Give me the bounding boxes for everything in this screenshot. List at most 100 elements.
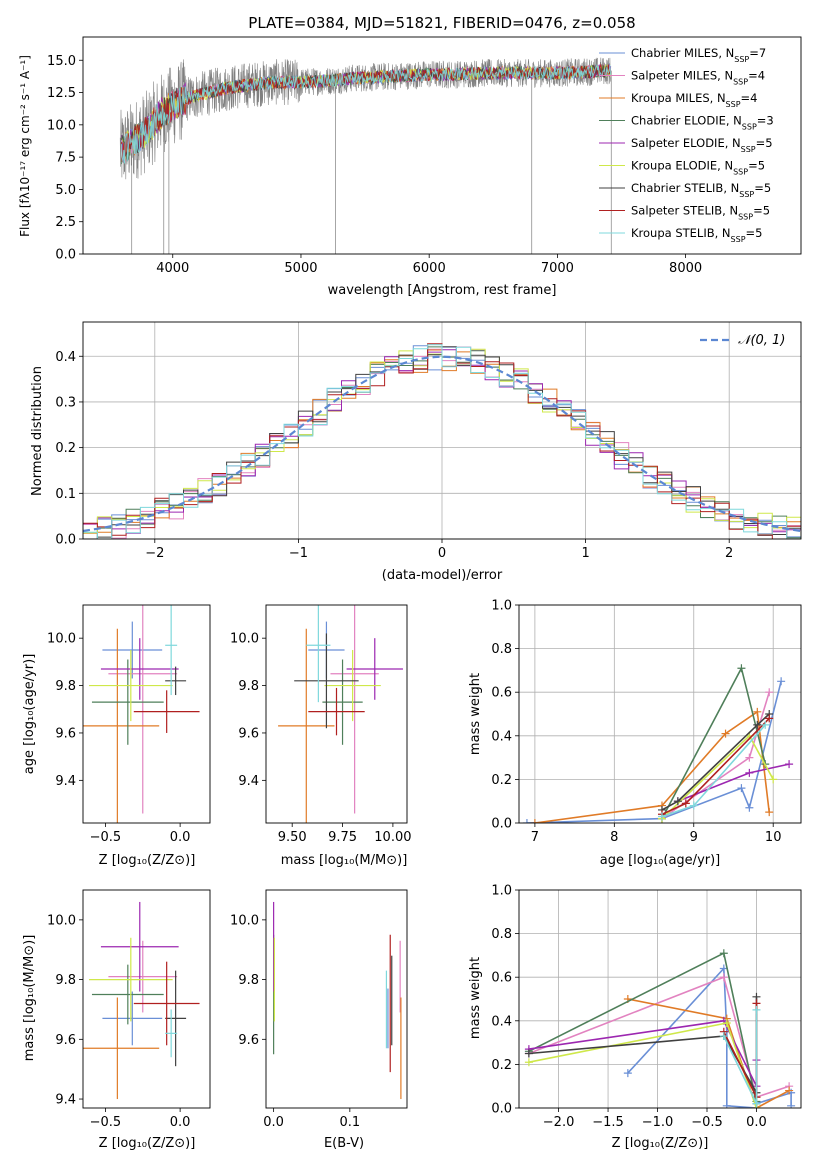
plot-area	[524, 949, 796, 1108]
weight-vs-age-xlabel: age [log₁₀(age/yr)]	[600, 853, 721, 868]
mass-vs-Z-xlabel: Z [log₁₀(Z/Z⊙)]	[99, 1136, 196, 1151]
legend-entry: Kroupa ELODIE, NSSP=5	[631, 159, 765, 177]
y-tick-label: 12.5	[47, 86, 76, 101]
y-tick-label: 0.0	[491, 817, 512, 832]
weight-point-marker	[745, 768, 754, 777]
weight-series-line	[661, 713, 770, 811]
plot-area	[273, 901, 402, 1100]
weight-point-marker	[752, 1005, 761, 1014]
x-tick-label: 1	[581, 546, 589, 561]
legend-entry: Kroupa STELIB, NSSP=5	[631, 226, 762, 244]
weight-point-marker	[765, 808, 774, 817]
weight-vs-Z-xlabel: Z [log₁₀(Z/Z⊙)]	[612, 1136, 709, 1151]
x-tick-label: 7	[531, 830, 539, 845]
y-tick-label: 0.8	[491, 642, 512, 657]
age-vs-mass-xlabel: mass [log₁₀(M/M⊙)]	[281, 853, 408, 868]
y-tick-label: 9.8	[55, 973, 76, 988]
y-tick-label: 10.0	[230, 913, 259, 928]
y-tick-label: 10.0	[230, 632, 259, 647]
weight-point-marker	[623, 1069, 632, 1078]
age-vs-Z-xlabel: Z [log₁₀(Z/Z⊙)]	[99, 853, 196, 868]
weight-point-marker	[777, 677, 786, 686]
y-tick-label: 2.5	[55, 215, 76, 230]
y-tick-label: 0.8	[491, 927, 512, 942]
y-tick-label: 0.0	[55, 248, 76, 263]
weight-point-marker	[722, 1101, 731, 1108]
x-tick-label: 8000	[669, 261, 702, 276]
y-tick-label: 10.0	[47, 913, 76, 928]
legend-entry: Salpeter ELODIE, NSSP=5	[631, 136, 773, 154]
weight-point-marker	[722, 1018, 731, 1027]
weight-vs-age-ylabel: mass weight	[468, 673, 483, 755]
weight-point-marker	[765, 688, 774, 697]
weight-point-marker	[761, 720, 770, 729]
x-tick-label: 0.1	[339, 1115, 360, 1130]
age-vs-metallicity-panel: Z [log₁₀(Z/Z⊙)] age [log₁₀(age/yr)] −0.5…	[22, 604, 211, 868]
axes-frame	[82, 889, 211, 1109]
weight-point-marker	[753, 720, 762, 729]
spectrum-panel: PLATE=0384, MJD=51821, FIBERID=0476, z=0…	[18, 14, 802, 298]
y-tick-label: 10.0	[47, 632, 76, 647]
weight-point-marker	[737, 664, 746, 673]
legend-entry: 𝒩(0, 1)	[738, 333, 785, 348]
spectrum-ylabel: Flux [fλ10⁻¹⁷ erg cm⁻² s⁻¹ A⁻¹]	[18, 55, 32, 237]
x-tick-label: 6000	[413, 261, 446, 276]
weight-point-marker	[753, 707, 762, 716]
x-tick-label: 7000	[541, 261, 574, 276]
weight-point-marker	[785, 1086, 794, 1095]
y-tick-label: 0.2	[491, 773, 512, 788]
weight-point-marker	[719, 1032, 728, 1041]
y-tick-label: 0.0	[491, 1102, 512, 1117]
plot-area	[119, 57, 612, 254]
x-tick-label: −0.5	[691, 1115, 723, 1130]
x-tick-label: 5000	[284, 261, 317, 276]
axes-frame	[265, 889, 408, 1109]
weight-vs-Z-ylabel: mass weight	[468, 957, 483, 1039]
y-tick-label: 0.2	[55, 441, 76, 456]
weight-vs-age-panel: age [log₁₀(age/yr)] mass weight 7 8 9 10 0.0…	[468, 599, 802, 868]
legend-entry: Kroupa MILES, NSSP=4	[631, 91, 757, 109]
weight-point-marker	[737, 784, 746, 793]
y-tick-label: 9.4	[55, 774, 76, 789]
y-tick-label: 9.6	[238, 1033, 259, 1048]
x-tick-label: −0.5	[90, 1115, 122, 1130]
x-tick-label: 4000	[156, 261, 189, 276]
x-tick-label: 9.75	[328, 830, 357, 845]
y-tick-label: 0.3	[55, 395, 76, 410]
x-tick-label: 10	[765, 830, 782, 845]
weight-point-marker	[752, 1099, 761, 1108]
plot-area	[83, 901, 200, 1100]
x-tick-label: 8	[610, 830, 618, 845]
y-tick-label: 15.0	[47, 54, 76, 69]
weight-point-marker	[673, 797, 682, 806]
weight-point-marker	[719, 949, 728, 958]
x-tick-label: −2.0	[543, 1115, 575, 1130]
mass-vs-Z-ylabel: mass [log₁₀(M/M⊙)]	[22, 935, 37, 1062]
weight-series-line	[627, 998, 790, 1108]
axes-frame	[82, 604, 211, 824]
mass-vs-ebv-xlabel: E(B-V)	[324, 1136, 364, 1151]
y-tick-label: 9.8	[238, 973, 259, 988]
weight-point-marker	[787, 1088, 796, 1097]
spectrum-title: PLATE=0384, MJD=51821, FIBERID=0476, z=0…	[248, 14, 635, 32]
plot-area	[83, 605, 200, 823]
y-tick-label: 0.1	[55, 487, 76, 502]
x-tick-label: 0	[438, 546, 446, 561]
weight-series-line	[528, 1019, 758, 1087]
weight-point-marker	[787, 1101, 796, 1108]
y-tick-label: 0.6	[491, 686, 512, 701]
weight-point-marker	[530, 819, 539, 823]
y-tick-label: 9.8	[55, 679, 76, 694]
weight-vs-metallicity-panel: Z [log₁₀(Z/Z⊙)] mass weight −2.0 −1.5 −1.0…	[468, 884, 802, 1151]
weight-point-marker	[524, 1049, 533, 1058]
y-tick-label: 0.4	[55, 350, 76, 365]
x-tick-label: −0.5	[90, 830, 122, 845]
y-tick-label: 9.4	[55, 1093, 76, 1108]
normal-distribution-curve	[83, 355, 801, 533]
weight-point-marker	[721, 729, 730, 738]
mass-vs-ebv-panel: E(B-V) 0.0 0.1 9.6 9.8 10.0	[230, 889, 408, 1151]
weight-series-line	[528, 976, 790, 1099]
model-spectrum-line	[121, 63, 612, 164]
x-tick-label: 0.0	[170, 1115, 191, 1130]
